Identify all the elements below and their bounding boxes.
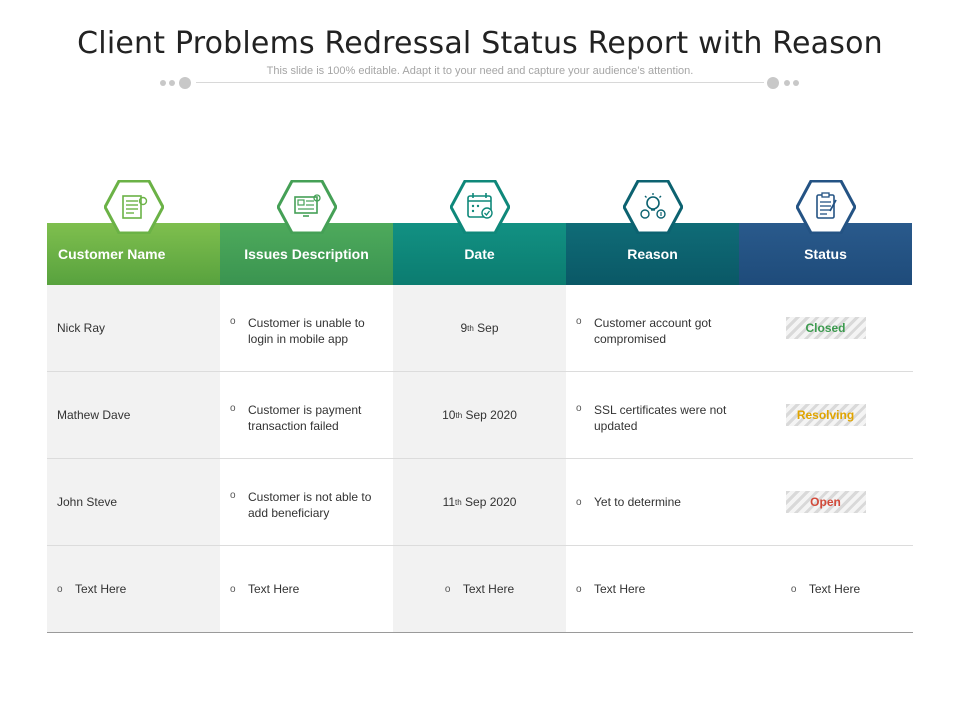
customer-name-cell: Mathew Dave bbox=[47, 372, 220, 458]
placeholder-cell: o Text Here bbox=[393, 546, 566, 632]
date-rest: Sep bbox=[473, 321, 499, 335]
table-row: Nick Ray o Customer is unable to login i… bbox=[47, 285, 913, 372]
date-rest: Sep 2020 bbox=[462, 408, 517, 422]
table-row: o Text Here o Text Here o Text Here o Text H… bbox=[47, 546, 913, 633]
table-header-row: Customer Name Issues Description Date Re… bbox=[47, 223, 913, 285]
bullet-icon: o bbox=[230, 316, 236, 327]
table-row: John Steve o Customer is not able to add… bbox=[47, 459, 913, 546]
reason-text: SSL certificates were not updated bbox=[594, 403, 727, 433]
divider-dot bbox=[784, 80, 790, 86]
bullet-icon: o bbox=[576, 403, 582, 414]
icon-slot bbox=[393, 180, 566, 234]
icon-slot bbox=[220, 180, 393, 234]
issue-text: Customer is not able to add beneficiary bbox=[248, 490, 372, 520]
bullet-icon: o bbox=[230, 403, 236, 414]
status-badge: Closed bbox=[785, 317, 866, 339]
divider-dot bbox=[160, 80, 166, 86]
bullet-icon: o bbox=[230, 584, 236, 595]
bullet-icon: o bbox=[576, 316, 582, 327]
status-badge: Resolving bbox=[785, 404, 866, 426]
clipboard-checklist-icon bbox=[795, 180, 856, 234]
issue-text: Customer is payment transaction failed bbox=[248, 403, 362, 433]
divider-dot bbox=[767, 77, 779, 89]
issue-cell: o Customer is unable to login in mobile … bbox=[220, 285, 393, 371]
status-cell: Open bbox=[739, 459, 912, 545]
icon-slot bbox=[739, 180, 912, 234]
header-date: Date bbox=[393, 223, 566, 285]
table-row: Mathew Dave o Customer is payment transa… bbox=[47, 372, 913, 459]
status-cell: Closed bbox=[739, 285, 912, 371]
date-suffix: th bbox=[455, 497, 462, 507]
bullet-icon: o bbox=[576, 584, 582, 595]
status-table: Customer Name Issues Description Date Re… bbox=[47, 223, 913, 633]
placeholder-text: Text Here bbox=[462, 582, 515, 596]
calendar-check-icon bbox=[449, 180, 510, 234]
divider-dot bbox=[179, 77, 191, 89]
reason-cell: o Yet to determine bbox=[566, 459, 739, 545]
date-rest: Sep 2020 bbox=[461, 495, 517, 509]
page-title: Client Problems Redressal Status Report … bbox=[77, 26, 883, 61]
lightbulb-gears-icon bbox=[622, 180, 683, 234]
divider-dot bbox=[793, 80, 799, 86]
bullet-icon: o bbox=[790, 584, 797, 595]
issue-text: Customer is unable to login in mobile ap… bbox=[248, 316, 365, 346]
customer-name-cell: John Steve bbox=[47, 459, 220, 545]
status-cell: Resolving bbox=[739, 372, 912, 458]
placeholder-cell: o Text Here bbox=[47, 546, 220, 632]
placeholder-text: Text Here bbox=[75, 582, 127, 596]
date-suffix: th bbox=[467, 323, 474, 333]
header-icons bbox=[47, 180, 913, 234]
bullet-icon: o bbox=[444, 584, 451, 595]
issue-cell: o Customer is not able to add beneficiar… bbox=[220, 459, 393, 545]
issue-cell: o Customer is payment transaction failed bbox=[220, 372, 393, 458]
icon-slot bbox=[47, 180, 220, 234]
divider-dot bbox=[169, 80, 175, 86]
page-subtitle: This slide is 100% editable. Adapt it to… bbox=[266, 65, 694, 77]
header-reason: Reason bbox=[566, 223, 739, 285]
icon-slot bbox=[566, 180, 739, 234]
reason-text: Customer account got compromised bbox=[594, 316, 712, 346]
bullet-icon: o bbox=[576, 497, 582, 508]
header-status: Status bbox=[739, 223, 912, 285]
date-day: 10 bbox=[442, 408, 456, 422]
reason-text: Yet to determine bbox=[594, 495, 681, 509]
placeholder-text: Text Here bbox=[808, 582, 861, 596]
document-list-icon bbox=[103, 180, 164, 234]
divider-line bbox=[196, 82, 764, 83]
date-suffix: th bbox=[455, 410, 463, 420]
placeholder-text: Text Here bbox=[248, 582, 300, 596]
bullet-icon: o bbox=[230, 490, 236, 501]
placeholder-text: Text Here bbox=[594, 582, 646, 596]
placeholder-cell: o Text Here bbox=[739, 546, 912, 632]
reason-cell: o SSL certificates were not updated bbox=[566, 372, 739, 458]
bullet-icon: o bbox=[57, 584, 63, 595]
date-day: 11 bbox=[442, 495, 456, 509]
placeholder-cell: o Text Here bbox=[566, 546, 739, 632]
customer-name-cell: Nick Ray bbox=[47, 285, 220, 371]
placeholder-cell: o Text Here bbox=[220, 546, 393, 632]
reason-cell: o Customer account got compromised bbox=[566, 285, 739, 371]
date-day: 9 bbox=[460, 321, 468, 335]
status-badge: Open bbox=[785, 491, 866, 513]
monitor-checklist-icon bbox=[276, 180, 337, 234]
